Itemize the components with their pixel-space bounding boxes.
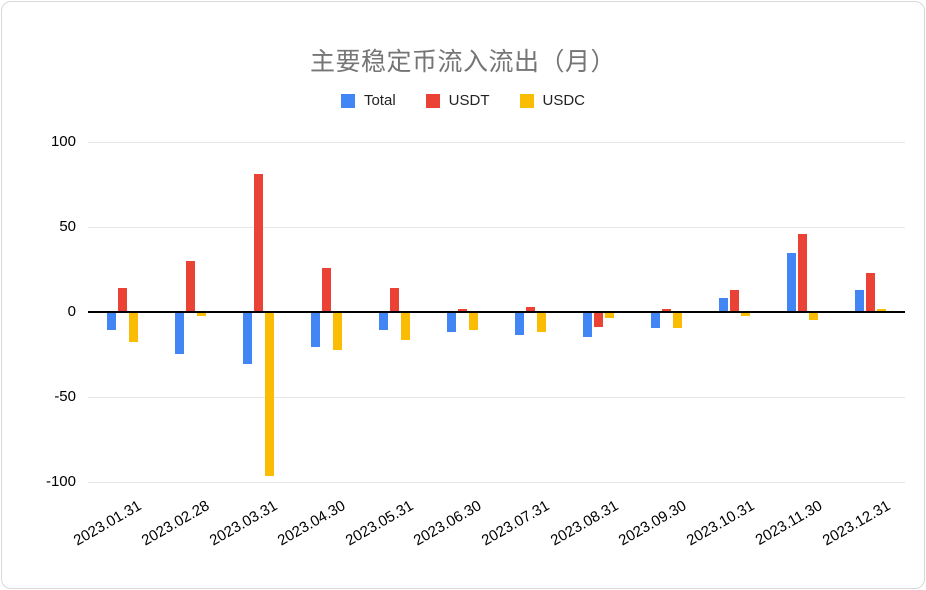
bar-usdc [741,313,751,317]
bar-total [787,252,797,312]
legend-label-total: Total [363,92,396,109]
y-tick-label: 50 [59,218,76,235]
legend-swatch-usdt [425,93,440,108]
legend: Total USDT USDC [2,92,924,109]
bar-usdt [253,174,263,312]
bar-usdt [185,261,195,312]
y-tick-label: -50 [54,388,76,405]
y-tick-label: 100 [50,133,76,150]
gridline [88,482,905,483]
bar-usdc [128,313,138,342]
bar-total [106,313,116,330]
bar-usdc [196,313,206,317]
x-tick-label: 2023.05.31 [343,497,417,550]
bar-usdt [798,233,808,312]
x-tick-label: 2023.01.31 [70,497,145,550]
bar-usdt [117,288,127,312]
bar-total [515,313,525,336]
gridline [88,142,905,143]
bar-usdt [457,308,467,312]
bar-total [446,313,456,332]
bar-usdt [526,306,536,312]
x-tick-label: 2023.11.30 [752,497,826,549]
legend-item-total: Total [340,92,396,109]
bar-usdc [605,313,615,319]
x-tick-label: 2023.08.31 [547,497,621,550]
bar-total [174,313,184,354]
y-tick-label: 0 [67,303,76,320]
x-tick-label: 2023.02.28 [138,497,213,550]
legend-label-usdc: USDC [542,92,586,109]
x-tick-label: 2023.03.31 [206,497,281,550]
bar-total [378,313,388,330]
legend-item-usdt: USDT [425,92,490,109]
x-tick-label: 2023.07.31 [479,497,553,550]
bar-usdt [321,267,331,312]
x-tick-label: 2023.06.30 [411,497,485,550]
chart-title: 主要稳定币流入流出（月） [309,48,616,76]
x-tick-label: 2023.09.30 [615,497,689,550]
bar-usdt [730,289,740,312]
bar-usdc [877,308,887,312]
bar-usdc [809,313,819,320]
bar-usdc [332,313,342,351]
legend-label-usdt: USDT [448,92,490,109]
bar-total [651,313,661,329]
x-tick-label: 2023.12.31 [819,497,894,550]
bar-total [310,313,320,347]
gridline [88,397,905,398]
y-tick-label: -100 [45,473,76,490]
bar-usdt [594,313,604,327]
bar-total [242,313,252,364]
plot-area [88,142,905,483]
x-tick-label: 2023.10.31 [683,497,758,550]
bar-usdc [537,313,547,332]
bar-usdt [662,308,672,312]
bar-usdc [673,313,683,329]
x-tick-label: 2023.04.30 [275,497,349,550]
bar-total [583,313,593,337]
zero-axis-line [88,311,905,313]
bar-total [855,289,865,312]
bar-usdt [866,272,876,312]
bar-usdc [400,313,410,341]
legend-item-usdc: USDC [519,92,586,109]
legend-swatch-usdc [519,93,534,108]
gridline [88,227,905,228]
bar-usdc [264,313,274,477]
bar-total [719,298,729,312]
bar-usdc [468,313,478,330]
bar-usdt [389,288,399,312]
legend-swatch-total [340,93,355,108]
